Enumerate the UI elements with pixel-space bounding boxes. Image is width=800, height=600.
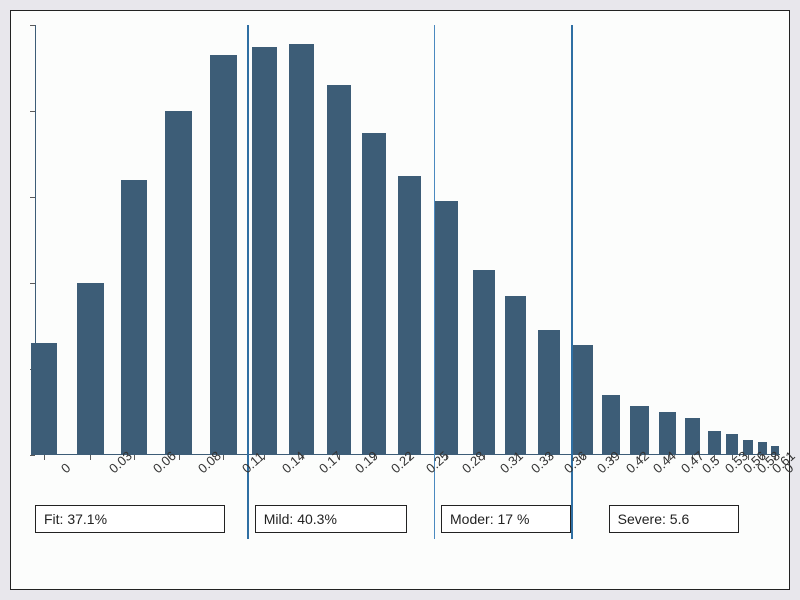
- y-tick: [30, 111, 35, 112]
- x-axis-labels: 00.030.060.080.110.140.170.190.220.250.2…: [35, 457, 780, 497]
- histogram-bar: [630, 406, 649, 455]
- x-axis-label: 0: [58, 460, 73, 476]
- histogram-bar: [505, 296, 527, 455]
- histogram-bar: [121, 180, 148, 455]
- histogram-bar: [473, 270, 495, 455]
- histogram-bar: [77, 283, 104, 455]
- category-box: Severe: 5.6: [609, 505, 739, 533]
- histogram-bar: [362, 133, 385, 456]
- histogram-bar: [708, 431, 721, 455]
- category-box: Moder: 17 %: [441, 505, 571, 533]
- histogram-bar: [252, 47, 277, 456]
- y-tick: [30, 25, 35, 26]
- histogram-bar: [573, 345, 593, 455]
- histogram-bar: [327, 85, 350, 455]
- chart-frame: 00.030.060.080.110.140.170.190.220.250.2…: [10, 10, 790, 590]
- histogram-bar: [165, 111, 192, 455]
- y-tick: [30, 455, 35, 456]
- histogram-bar: [210, 55, 237, 455]
- plot-area: [35, 25, 780, 455]
- histogram-bar: [538, 330, 560, 455]
- y-tick: [30, 197, 35, 198]
- histogram-bar: [289, 44, 314, 455]
- histogram-bar: [435, 201, 458, 455]
- category-box: Fit: 37.1%: [35, 505, 225, 533]
- histogram-bar: [398, 176, 421, 456]
- histogram-bar: [31, 343, 58, 455]
- histogram-bar: [602, 395, 621, 455]
- category-boxes: Fit: 37.1% Mild: 40.3% Moder: 17 % Severe: …: [35, 505, 780, 545]
- y-tick: [30, 283, 35, 284]
- category-box: Mild: 40.3%: [255, 505, 408, 533]
